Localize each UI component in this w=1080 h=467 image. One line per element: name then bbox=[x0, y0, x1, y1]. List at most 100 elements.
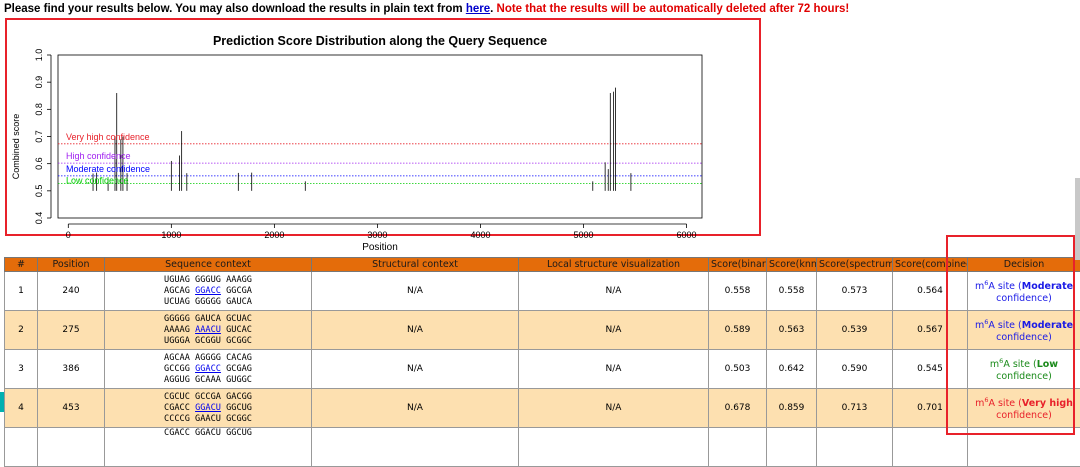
cell-score-binary bbox=[709, 428, 767, 467]
x-tick-label: 1000 bbox=[161, 230, 181, 238]
y-tick-label: 0.7 bbox=[34, 130, 44, 143]
y-tick-label: 1.0 bbox=[34, 49, 44, 62]
cell-score-binary: 0.558 bbox=[709, 272, 767, 311]
table-row-partial: CGACC GGACU GGCUG bbox=[5, 428, 1080, 467]
cell-score-binary: 0.503 bbox=[709, 350, 767, 389]
cell-structural: N/A bbox=[312, 272, 519, 311]
cell-score-combined: 0.567 bbox=[893, 311, 968, 350]
cell-decision: m6A site (Moderate confidence) bbox=[968, 311, 1080, 350]
notice-dot: . bbox=[490, 3, 493, 15]
cell-score-binary: 0.678 bbox=[709, 389, 767, 428]
seq-line: CGACC bbox=[164, 403, 195, 413]
threshold-label: Low confidence bbox=[66, 175, 129, 185]
seq-line: GGCUG bbox=[221, 403, 252, 413]
seq-line: GGGGG GAUCA GCUAC bbox=[164, 314, 252, 324]
cell-score-combined: 0.701 bbox=[893, 389, 968, 428]
col-header-position: Position bbox=[38, 258, 105, 272]
col-header-num: # bbox=[5, 258, 38, 272]
results-table: # Position Sequence context Structural c… bbox=[4, 257, 1080, 467]
page-edge-marker bbox=[0, 392, 4, 412]
cell-score-knn: 0.563 bbox=[767, 311, 817, 350]
seq-line: GUCAC bbox=[221, 325, 252, 335]
y-tick-label: 0.8 bbox=[34, 103, 44, 116]
x-tick-label: 4000 bbox=[470, 230, 490, 238]
vertical-scrollbar[interactable] bbox=[1075, 178, 1080, 260]
cell-position: 453 bbox=[38, 389, 105, 428]
table-header-row: # Position Sequence context Structural c… bbox=[5, 258, 1080, 272]
threshold-label: High confidence bbox=[66, 151, 131, 161]
decision-confidence: confidence) bbox=[996, 410, 1052, 421]
col-header-score-binary: Score(binary) bbox=[709, 258, 767, 272]
cell-decision: m6A site (Very high confidence) bbox=[968, 389, 1080, 428]
seq-line: GCGAG bbox=[221, 364, 252, 374]
col-header-score-combined: Score(combined) bbox=[893, 258, 968, 272]
col-header-decision: Decision bbox=[968, 258, 1080, 272]
seq-line: CCCCG GAACU GCGGC bbox=[164, 414, 252, 424]
col-header-sequence-context: Sequence context bbox=[105, 258, 312, 272]
decision-site: A site ( bbox=[1003, 359, 1036, 370]
motif-highlight: GGACU bbox=[195, 403, 221, 413]
threshold-label: Moderate confidence bbox=[66, 164, 150, 174]
cell-num: 4 bbox=[5, 389, 38, 428]
seq-line: AAAAG bbox=[164, 325, 195, 335]
cell-score-spectrum bbox=[817, 428, 893, 467]
decision-site: A site ( bbox=[988, 281, 1021, 292]
cell-score-combined bbox=[893, 428, 968, 467]
x-tick-label: 2000 bbox=[264, 230, 284, 238]
y-axis-label: Combined score bbox=[11, 114, 21, 180]
decision-confidence: confidence) bbox=[996, 293, 1052, 304]
y-tick-label: 0.6 bbox=[34, 157, 44, 170]
col-header-structural-context: Structural context bbox=[312, 258, 519, 272]
cell-position: 386 bbox=[38, 350, 105, 389]
seq-line: AGCAA AGGGG CACAG bbox=[164, 353, 252, 363]
motif-highlight: GGACC bbox=[195, 364, 221, 374]
decision-level: Very high bbox=[1022, 398, 1073, 409]
decision-site: A site ( bbox=[988, 398, 1021, 409]
seq-line: CGACC GGACU GGCUG bbox=[164, 428, 252, 438]
decision-m: m bbox=[975, 281, 984, 292]
cell-decision: m6A site (Moderate confidence) bbox=[968, 272, 1080, 311]
download-link[interactable]: here bbox=[466, 3, 490, 15]
cell-score-knn: 0.558 bbox=[767, 272, 817, 311]
cell-structural bbox=[312, 428, 519, 467]
motif-highlight: GGACC bbox=[195, 286, 221, 296]
cell-score-spectrum: 0.573 bbox=[817, 272, 893, 311]
decision-level: Moderate bbox=[1022, 320, 1073, 331]
plot-frame bbox=[58, 55, 702, 218]
cell-score-knn bbox=[767, 428, 817, 467]
decision-m: m bbox=[990, 359, 999, 370]
decision-m: m bbox=[975, 320, 984, 331]
cell-score-combined: 0.545 bbox=[893, 350, 968, 389]
seq-line: CGCUC GCCGA GACGG bbox=[164, 392, 252, 402]
cell-num: 2 bbox=[5, 311, 38, 350]
cell-structural: N/A bbox=[312, 350, 519, 389]
cell-score-knn: 0.859 bbox=[767, 389, 817, 428]
seq-line: UCUAG GGGGG GAUCA bbox=[164, 297, 252, 307]
motif-highlight: AAACU bbox=[195, 325, 221, 335]
cell-score-knn: 0.642 bbox=[767, 350, 817, 389]
y-tick-label: 0.4 bbox=[34, 212, 44, 225]
seq-line: UGUAG GGGUG AAAGG bbox=[164, 275, 252, 285]
chart-title: Prediction Score Distribution along the … bbox=[213, 34, 547, 48]
decision-confidence: confidence) bbox=[996, 371, 1052, 382]
threshold-label: Very high confidence bbox=[66, 132, 150, 142]
cell-position bbox=[38, 428, 105, 467]
decision-m: m bbox=[975, 398, 984, 409]
cell-num bbox=[5, 428, 38, 467]
cell-score-spectrum: 0.713 bbox=[817, 389, 893, 428]
cell-local-structure bbox=[519, 428, 709, 467]
deletion-warning: Note that the results will be automatica… bbox=[497, 3, 850, 15]
decision-site: A site ( bbox=[988, 320, 1021, 331]
cell-decision bbox=[968, 428, 1080, 467]
cell-structural: N/A bbox=[312, 311, 519, 350]
cell-local-structure: N/A bbox=[519, 272, 709, 311]
seq-line: GCCGG bbox=[164, 364, 195, 374]
cell-position: 275 bbox=[38, 311, 105, 350]
